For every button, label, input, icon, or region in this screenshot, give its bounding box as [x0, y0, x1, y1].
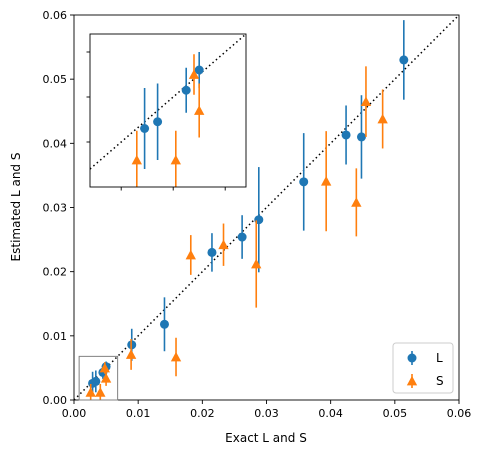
inset-point-L	[194, 52, 204, 88]
y-tick-label: 0.03	[43, 202, 68, 215]
x-tick-label: 0.01	[126, 407, 151, 420]
legend-marker-L	[407, 353, 417, 363]
y-axis-label: Estimated L and S	[9, 153, 23, 262]
legend-marker-S	[406, 375, 418, 386]
point-S	[125, 339, 137, 370]
point-S	[100, 370, 112, 386]
x-axis-label: Exact L and S	[225, 431, 307, 445]
y-tick-label: 0.04	[43, 137, 68, 150]
marker	[95, 387, 106, 397]
inset-point-S	[194, 83, 205, 138]
marker	[153, 117, 163, 127]
marker	[218, 239, 229, 250]
marker	[100, 373, 112, 383]
y-tick-label: 0.06	[43, 9, 68, 22]
x-tick-label: 0.06	[447, 407, 472, 420]
marker	[188, 69, 200, 79]
inset-point-S	[131, 130, 142, 187]
marker	[356, 132, 366, 142]
point-L	[91, 370, 101, 393]
inset-point-L	[153, 83, 163, 160]
inset-plot-marks	[131, 52, 205, 187]
y-tick-label: 0.02	[43, 266, 68, 279]
y-axis: 0.00 0.01 0.02 0.03 0.04 0.05 0.06	[43, 9, 74, 407]
inset-frame	[89, 33, 247, 188]
marker	[360, 96, 372, 107]
point-S	[377, 89, 388, 149]
point-L	[237, 215, 247, 259]
marker	[85, 387, 96, 397]
point-S	[321, 131, 332, 232]
inset-point-L	[140, 88, 150, 169]
legend-label-S: S	[436, 374, 444, 388]
legend-key-S	[406, 374, 418, 388]
marker	[140, 124, 150, 133]
point-S	[218, 223, 229, 266]
point-L	[299, 133, 309, 231]
point-L	[399, 20, 409, 100]
point-L	[207, 233, 217, 272]
marker	[377, 113, 388, 124]
legend-label-L: L	[436, 351, 443, 365]
marker	[194, 65, 204, 75]
inset-background	[90, 34, 246, 187]
marker	[341, 130, 351, 140]
point-S	[185, 235, 196, 275]
x-tick-label: 0.05	[383, 407, 408, 420]
inset-point-S	[170, 130, 181, 187]
point-L	[356, 95, 366, 179]
marker	[125, 349, 137, 359]
inset-reference-line	[90, 34, 246, 170]
zoom-region-box	[78, 355, 119, 401]
marker	[170, 351, 182, 362]
marker	[194, 105, 205, 115]
y-tick-label: 0.00	[43, 394, 68, 407]
x-tick-label: 0.04	[318, 407, 343, 420]
point-L	[159, 297, 169, 352]
point-S	[170, 337, 182, 377]
marker	[207, 247, 217, 257]
marker	[91, 376, 101, 386]
y-tick-label: 0.01	[43, 330, 68, 343]
point-S	[351, 168, 362, 237]
marker	[399, 55, 409, 65]
point-S	[251, 220, 262, 308]
marker	[237, 232, 247, 242]
marker	[321, 176, 332, 186]
x-tick-label: 0.00	[62, 407, 87, 420]
marker	[159, 319, 169, 329]
point-S	[360, 66, 372, 137]
legend-box	[392, 342, 454, 394]
inset-point-S	[188, 54, 200, 95]
marker	[131, 154, 142, 165]
marker	[299, 177, 309, 187]
point-S	[85, 383, 96, 400]
legend: L S	[392, 342, 454, 394]
marker	[251, 258, 262, 269]
marker	[181, 85, 191, 95]
inset-ticks	[86, 51, 226, 191]
point-S	[95, 383, 106, 400]
inset-point-L	[181, 67, 191, 113]
main-plot-marks	[85, 20, 409, 400]
legend-key-L	[407, 351, 417, 365]
y-tick-label: 0.05	[43, 73, 68, 86]
x-tick-label: 0.02	[190, 407, 215, 420]
reference-line	[74, 15, 459, 400]
marker	[170, 154, 181, 165]
marker	[185, 249, 196, 260]
x-axis: 0.00 0.01 0.02 0.03 0.04 0.05 0.06	[62, 400, 472, 420]
marker	[351, 197, 362, 207]
x-tick-label: 0.03	[254, 407, 279, 420]
point-L	[341, 105, 351, 165]
marker	[99, 362, 110, 373]
inset-plot	[86, 33, 247, 191]
point-S	[99, 362, 110, 374]
